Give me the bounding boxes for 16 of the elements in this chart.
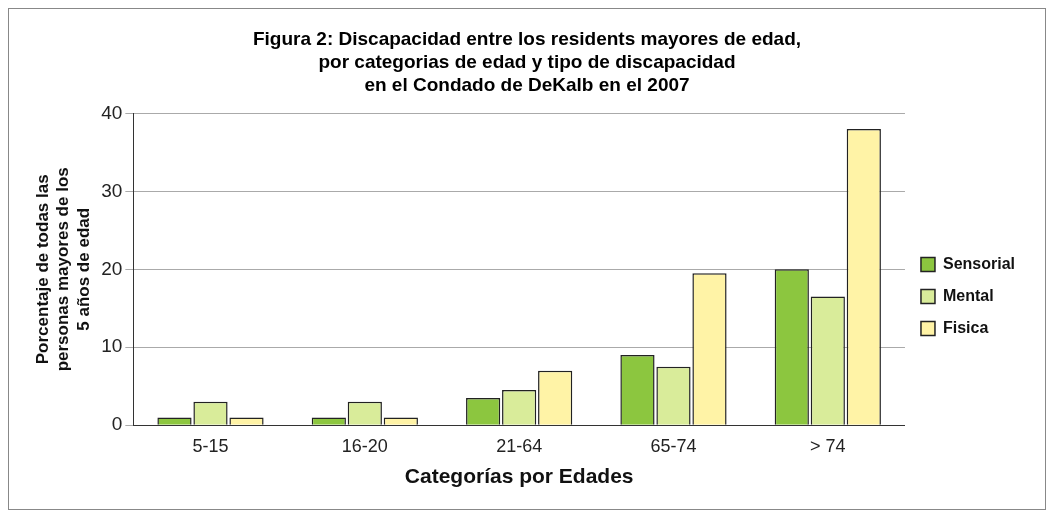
y-tick-label: 10 (101, 335, 123, 357)
y-tick-label: 30 (101, 179, 123, 201)
x-tick-label: 21-64 (496, 435, 543, 456)
legend-label: Sensorial (942, 254, 1015, 272)
x-tick-label: 65-74 (650, 435, 697, 456)
x-axis-title: Categorías por Edades (404, 464, 634, 488)
x-tick-label: 16-20 (341, 435, 388, 456)
legend-label: Fisica (942, 318, 989, 336)
y-axis-title: Porcentaje de todas las personas mayores de los 5 años de edad (32, 167, 93, 372)
legend-label: Mental (942, 286, 994, 304)
y-tick-label: 0 (111, 413, 123, 435)
x-tick-label: > 74 (810, 435, 846, 456)
chart-title: Figura 2: Discapacidad entre los residents mayores de edad, por categorias de edad y tipo de discapacidad en el Condado de DeKalb en el 2007 (252, 27, 802, 96)
y-tick-label: 40 (101, 101, 123, 123)
y-tick-label: 20 (101, 257, 123, 279)
x-tick-label: 5-15 (192, 435, 229, 456)
